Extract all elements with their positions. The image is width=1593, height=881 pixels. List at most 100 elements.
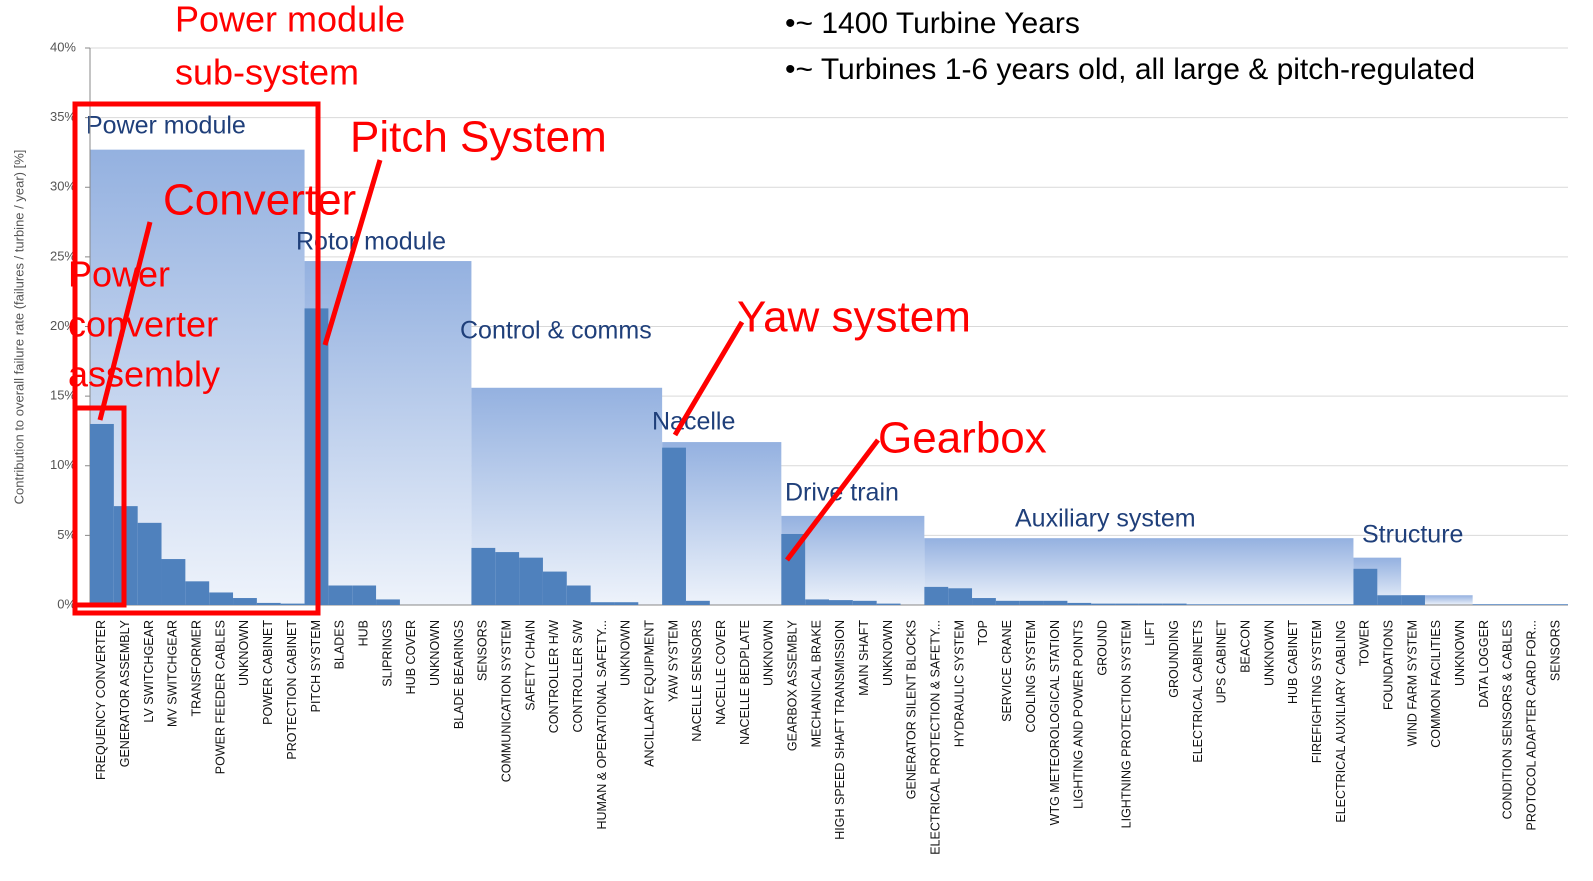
x-tick-label: UNKNOWN bbox=[619, 620, 633, 686]
bar bbox=[256, 602, 281, 605]
bar bbox=[614, 602, 639, 605]
x-tick-label: NACELLE COVER bbox=[714, 620, 728, 725]
x-tick-label: BLADES bbox=[333, 620, 347, 669]
x-tick-label: GEARBOX ASSEMBLY bbox=[786, 619, 800, 751]
bar bbox=[233, 598, 257, 605]
x-tick-label: GROUND bbox=[1095, 620, 1109, 676]
x-tick-label: SENSORS bbox=[476, 620, 490, 681]
x-tick-label: UNKNOWN bbox=[762, 620, 776, 686]
bar bbox=[161, 559, 186, 605]
bar bbox=[185, 581, 210, 605]
x-tick-label: HUB CABINET bbox=[1286, 620, 1300, 704]
annotation: converter bbox=[68, 304, 218, 345]
x-tick-label: LIFT bbox=[1143, 620, 1157, 646]
x-tick-label: HUMAN & OPERATIONAL SAFETY... bbox=[595, 620, 609, 830]
x-tick-label: GENERATOR ASSEMBLY bbox=[118, 619, 132, 767]
bar bbox=[995, 600, 1020, 605]
group-label: Auxiliary system bbox=[1015, 505, 1196, 533]
bar bbox=[1091, 603, 1116, 605]
annotation: Pitch System bbox=[350, 113, 607, 162]
x-tick-label: LV SWITCHGEAR bbox=[142, 620, 156, 723]
x-tick-label: HYDRAULIC SYSTEM bbox=[952, 620, 966, 747]
x-tick-label: MAIN SHAFT bbox=[857, 620, 871, 696]
x-tick-label: FIREFIGHTING SYSTEM bbox=[1310, 620, 1324, 763]
x-tick-label: NACELLE BEDPLATE bbox=[738, 620, 752, 745]
group-label: Drive train bbox=[785, 479, 899, 507]
x-tick-label: ELECTRICAL CABINETS bbox=[1191, 620, 1205, 763]
annotation: sub-system bbox=[175, 52, 359, 93]
x-tick-label: PROTOCOL ADAPTER CARD FOR... bbox=[1525, 620, 1539, 830]
x-tick-label: UNKNOWN bbox=[237, 620, 251, 686]
x-tick-label: SERVICE CRANE bbox=[1000, 620, 1014, 722]
x-tick-label: TOP bbox=[976, 620, 990, 645]
x-tick-label: HUB bbox=[356, 620, 370, 646]
bar bbox=[471, 547, 496, 605]
x-tick-label: MV SWITCHGEAR bbox=[166, 620, 180, 727]
x-tick-label: UNKNOWN bbox=[1262, 620, 1276, 686]
bar bbox=[1067, 602, 1092, 605]
annotation: Power bbox=[68, 254, 170, 295]
group-bar bbox=[1401, 595, 1473, 605]
x-tick-label: UPS CABINET bbox=[1215, 620, 1229, 704]
x-tick-label: YAW SYSTEM bbox=[666, 620, 680, 702]
bar bbox=[280, 603, 305, 605]
bar bbox=[1329, 604, 1354, 605]
header-line: •~ 1400 Turbine Years bbox=[785, 7, 1080, 40]
bar bbox=[1210, 604, 1235, 605]
x-tick-label: NACELLE SENSORS bbox=[690, 620, 704, 742]
bar bbox=[1472, 604, 1497, 605]
y-tick-label: 20% bbox=[50, 318, 76, 333]
group-label: Power module bbox=[86, 112, 246, 140]
bar bbox=[1115, 603, 1139, 605]
y-tick-label: 0% bbox=[57, 596, 76, 611]
pointer bbox=[97, 221, 153, 421]
x-tick-label: UNKNOWN bbox=[428, 620, 442, 686]
bar bbox=[495, 552, 520, 605]
x-tick-label: FREQUENCY CONVERTER bbox=[94, 620, 108, 780]
bar bbox=[1162, 603, 1187, 605]
x-tick-label: CONDITION SENSORS & CABLES bbox=[1501, 620, 1515, 819]
x-tick-label: GROUNDING bbox=[1167, 620, 1181, 698]
x-tick-label: UNKNOWN bbox=[881, 620, 895, 686]
x-tick-label: LIGHTNING PROTECTION SYSTEM bbox=[1119, 620, 1133, 828]
bar bbox=[1234, 604, 1259, 605]
annotation: Power module bbox=[175, 0, 405, 40]
x-tick-label: TRANSFORMER bbox=[190, 620, 204, 717]
x-tick-label: LIGHTING AND POWER POINTS bbox=[1072, 620, 1086, 809]
x-tick-label: TOWER bbox=[1358, 620, 1372, 666]
bar bbox=[542, 571, 567, 605]
x-tick-label: COMMON FACILITIES bbox=[1429, 620, 1443, 748]
x-tick-label: PROTECTION CABINET bbox=[285, 620, 299, 760]
bar bbox=[1496, 604, 1521, 605]
bar bbox=[876, 603, 901, 605]
bar bbox=[1520, 604, 1545, 605]
bar bbox=[209, 592, 234, 605]
y-axis-label: Contribution to overall failure rate (fa… bbox=[11, 150, 26, 505]
bar bbox=[376, 599, 400, 605]
bar bbox=[948, 588, 973, 605]
pointer bbox=[322, 159, 383, 346]
bar bbox=[328, 585, 353, 605]
y-tick-label: 15% bbox=[50, 388, 76, 403]
group-label: Control & comms bbox=[460, 317, 652, 345]
group-label: Nacelle bbox=[652, 408, 735, 436]
bar bbox=[1281, 604, 1306, 605]
x-tick-label: WIND FARM SYSTEM bbox=[1405, 620, 1419, 746]
x-tick-label: DATA LOGGER bbox=[1477, 620, 1491, 708]
group-label: Rotor module bbox=[296, 228, 446, 256]
bar bbox=[137, 522, 162, 605]
header-line: •~ Turbines 1-6 years old, all large & p… bbox=[785, 53, 1475, 86]
bar bbox=[90, 423, 114, 605]
x-tick-label: UNKNOWN bbox=[1453, 620, 1467, 686]
bar bbox=[1305, 604, 1330, 605]
x-tick-label: POWER FEEDER CABLES bbox=[213, 620, 227, 774]
y-tick-label: 30% bbox=[50, 179, 76, 194]
annotation: Converter bbox=[163, 176, 356, 225]
bar bbox=[781, 533, 806, 605]
bar bbox=[352, 585, 377, 605]
annotation: Gearbox bbox=[878, 414, 1047, 463]
x-tick-label: FOUNDATIONS bbox=[1382, 620, 1396, 710]
bar bbox=[852, 600, 877, 605]
x-tick-label: CONTROLLER S/W bbox=[571, 620, 585, 733]
group-label: Structure bbox=[1362, 521, 1463, 549]
